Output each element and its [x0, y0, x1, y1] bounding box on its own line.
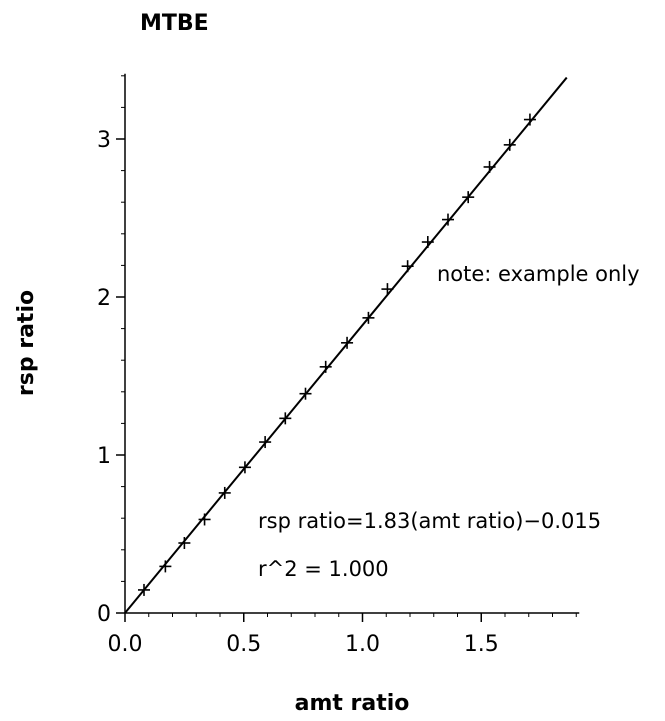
chart-title: MTBE [140, 11, 209, 36]
data-point [178, 537, 191, 550]
data-point [503, 138, 516, 151]
data-point [198, 513, 211, 526]
data-points [138, 113, 536, 596]
y-tick-label: 1 [97, 444, 111, 469]
data-point [442, 213, 454, 226]
x-axis: 0.0 0.5 1.0 1.5 [108, 612, 580, 657]
x-tick-label: 0.5 [226, 632, 261, 657]
x-tick-label: 1.5 [464, 632, 499, 657]
data-point [462, 191, 475, 204]
equation-annotation: rsp ratio=1.83(amt ratio)−0.015 [258, 509, 601, 533]
y-axis: 0 1 2 3 [97, 73, 126, 627]
r-squared-annotation: r^2 = 1.000 [258, 557, 389, 581]
data-point [299, 387, 312, 400]
data-point [138, 583, 150, 596]
data-point [362, 311, 375, 324]
data-point [218, 486, 231, 499]
data-point [341, 336, 354, 349]
x-axis-label: amt ratio [295, 691, 410, 716]
y-tick-label: 3 [97, 128, 111, 153]
y-tick-label: 0 [97, 602, 111, 627]
data-point [159, 560, 172, 573]
x-tick-label: 1.0 [345, 632, 380, 657]
x-tick-label: 0.0 [108, 632, 143, 657]
data-point [279, 412, 292, 425]
data-point [381, 283, 394, 296]
data-point [523, 113, 536, 126]
note-annotation: note: example only [437, 262, 640, 286]
data-point [259, 436, 272, 449]
data-point [483, 160, 496, 173]
y-tick-label: 2 [97, 286, 111, 311]
data-point [401, 260, 414, 273]
data-point [319, 360, 332, 373]
y-axis-label: rsp ratio [14, 290, 39, 396]
data-point [238, 461, 251, 474]
data-point [421, 236, 434, 249]
